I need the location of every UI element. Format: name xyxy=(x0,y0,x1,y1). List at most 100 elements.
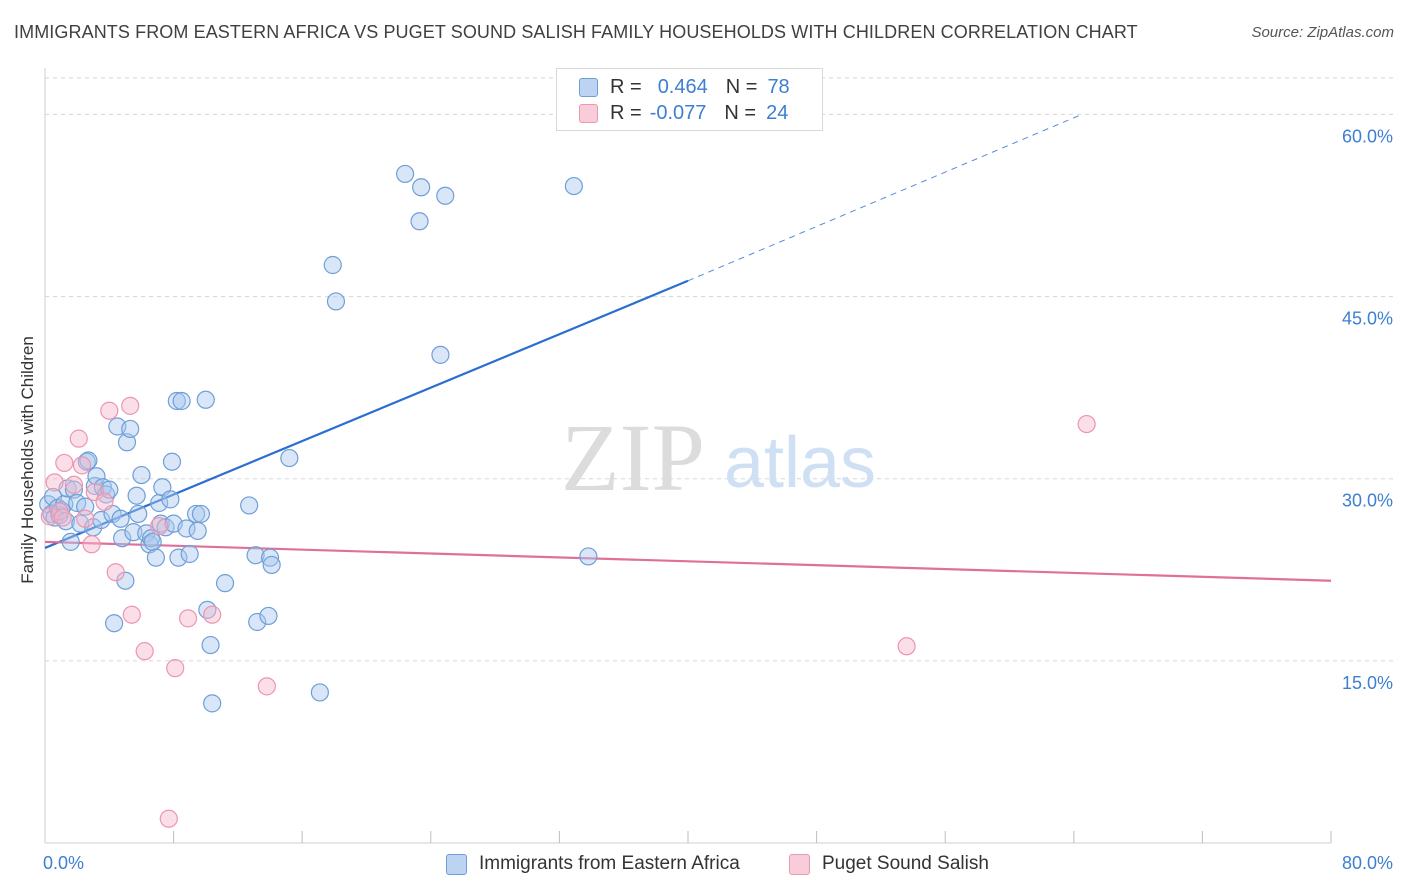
point-puget-sound-salish xyxy=(150,516,169,536)
point-eastern-africa xyxy=(579,547,598,566)
point-puget-sound-salish xyxy=(159,809,178,828)
legend-r-label: R = xyxy=(610,75,642,98)
point-eastern-africa xyxy=(191,504,211,524)
point-puget-sound-salish xyxy=(76,509,95,528)
point-eastern-africa xyxy=(262,555,281,575)
point-eastern-africa xyxy=(201,635,220,655)
point-puget-sound-salish xyxy=(106,563,125,582)
point-puget-sound-salish xyxy=(64,475,84,494)
point-puget-sound-salish xyxy=(122,605,141,624)
point-eastern-africa xyxy=(431,345,450,364)
legend-r-value: -0.077 xyxy=(649,101,707,124)
point-eastern-africa xyxy=(124,523,143,542)
y-tick-label: 60.0% xyxy=(1342,126,1393,146)
point-eastern-africa xyxy=(61,532,80,551)
point-eastern-africa xyxy=(143,532,162,551)
point-puget-sound-salish xyxy=(1077,414,1096,434)
source-note: Source: ZipAtlas.com xyxy=(1251,24,1394,41)
legend-swatch-pink xyxy=(579,103,598,123)
point-puget-sound-salish xyxy=(45,473,64,492)
point-puget-sound-salish xyxy=(100,401,119,420)
bottom-legend-series2: Puget Sound Salish xyxy=(789,852,989,876)
point-eastern-africa xyxy=(326,292,346,311)
point-eastern-africa xyxy=(180,544,199,564)
point-puget-sound-salish xyxy=(257,677,276,696)
point-eastern-africa xyxy=(92,510,111,530)
legend-swatch-blue xyxy=(579,77,598,97)
trend-line-puget-sound-salish xyxy=(44,540,1332,582)
point-puget-sound-salish xyxy=(55,453,74,473)
point-eastern-africa xyxy=(215,574,235,593)
point-eastern-africa xyxy=(161,490,180,509)
grid-lines xyxy=(45,77,1394,662)
point-eastern-africa xyxy=(246,546,265,565)
point-puget-sound-salish xyxy=(135,642,154,661)
y-axis-label: Family Households with Children xyxy=(18,336,37,584)
point-eastern-africa xyxy=(188,521,207,541)
point-puget-sound-salish xyxy=(69,429,88,448)
legend-n-value: 78 xyxy=(767,75,790,98)
point-eastern-africa xyxy=(196,390,215,409)
point-eastern-africa xyxy=(105,614,124,633)
point-puget-sound-salish xyxy=(95,492,114,511)
bottom-legend-swatch-blue xyxy=(446,853,467,875)
point-puget-sound-salish xyxy=(166,659,185,678)
point-eastern-africa xyxy=(323,255,342,275)
point-eastern-africa xyxy=(127,486,146,505)
axes xyxy=(44,68,1332,844)
point-eastern-africa xyxy=(129,504,148,524)
data-points xyxy=(39,164,1096,828)
point-eastern-africa xyxy=(96,485,116,504)
point-eastern-africa xyxy=(259,606,278,626)
point-puget-sound-salish xyxy=(85,482,104,502)
point-puget-sound-salish xyxy=(203,605,222,624)
point-puget-sound-salish xyxy=(897,637,916,656)
point-eastern-africa xyxy=(260,548,280,567)
trend-lines xyxy=(44,113,1332,582)
y-axis-label-wrap: Family Households with Children xyxy=(14,300,42,620)
point-eastern-africa xyxy=(240,496,259,515)
x-tick-label: 0.0% xyxy=(43,853,84,873)
point-eastern-africa xyxy=(412,178,431,197)
watermark-zip: ZIP xyxy=(561,404,705,511)
watermark: ZIP atlas xyxy=(561,404,876,511)
legend-n-label: N = xyxy=(724,101,757,124)
legend-n-value: 24 xyxy=(766,101,789,124)
legend-r-value: 0.464 xyxy=(657,75,708,98)
point-eastern-africa xyxy=(436,186,455,205)
point-puget-sound-salish xyxy=(178,609,198,628)
tick-labels: 15.0% 30.0% 45.0% 60.0% 0.0% 80.0% xyxy=(43,126,1393,873)
point-puget-sound-salish xyxy=(82,535,101,554)
legend-row-puget-sound: R = -0.077 N = 24 xyxy=(579,101,788,125)
y-tick-label: 45.0% xyxy=(1342,309,1393,329)
legend-r-label: R = xyxy=(610,101,642,124)
point-eastern-africa xyxy=(162,452,182,471)
point-eastern-africa xyxy=(410,212,429,231)
point-eastern-africa xyxy=(203,694,222,713)
point-eastern-africa xyxy=(113,529,132,548)
point-eastern-africa xyxy=(395,164,415,184)
point-eastern-africa xyxy=(248,612,267,632)
point-eastern-africa xyxy=(310,683,329,702)
bottom-legend-series1: Immigrants from Eastern Africa xyxy=(446,852,740,876)
bottom-legend-label-series2: Puget Sound Salish xyxy=(822,853,989,874)
point-eastern-africa xyxy=(146,548,166,567)
point-puget-sound-salish xyxy=(53,508,72,527)
point-eastern-africa xyxy=(117,433,137,452)
legend-row-eastern-africa: R = 0.464 N = 78 xyxy=(579,75,790,99)
point-eastern-africa xyxy=(177,519,196,538)
point-eastern-africa xyxy=(87,467,106,486)
correlation-legend: R = 0.464 N = 78 R = -0.077 N = 24 xyxy=(556,68,823,131)
y-tick-label: 30.0% xyxy=(1342,491,1393,511)
point-eastern-africa xyxy=(121,419,140,439)
point-eastern-africa xyxy=(280,448,299,468)
point-eastern-africa xyxy=(564,176,583,196)
point-puget-sound-salish xyxy=(40,507,59,526)
chart-title: IMMIGRANTS FROM EASTERN AFRICA VS PUGET … xyxy=(14,22,1138,42)
y-tick-label: 15.0% xyxy=(1342,673,1393,693)
point-eastern-africa xyxy=(172,391,191,411)
watermark-atlas: atlas xyxy=(724,423,876,503)
point-eastern-africa xyxy=(167,391,186,411)
legend-n-label: N = xyxy=(725,75,758,98)
